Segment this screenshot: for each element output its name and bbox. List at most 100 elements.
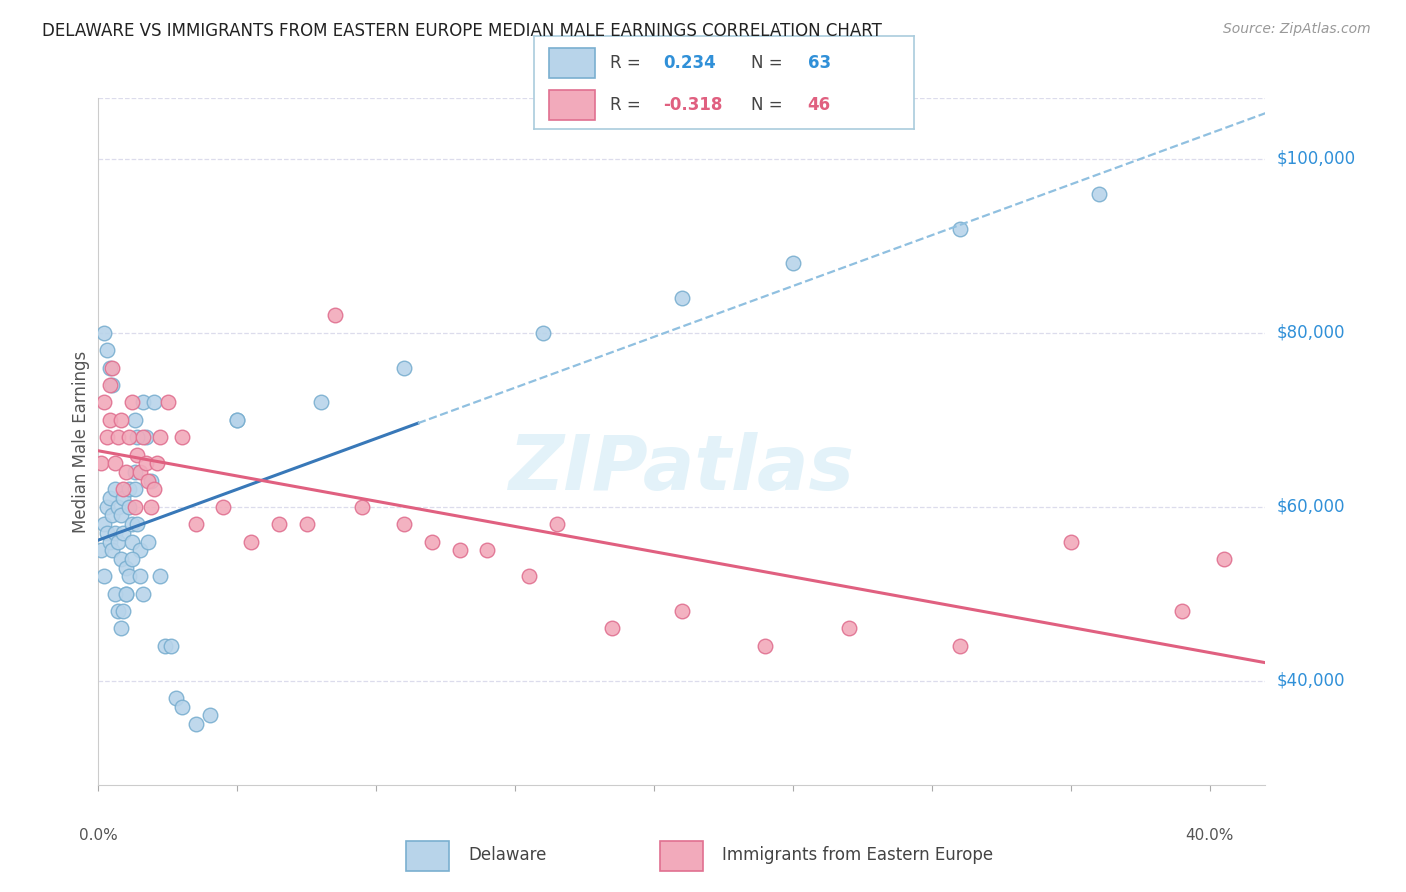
Point	[90, 543, 112, 558]
FancyBboxPatch shape	[550, 48, 595, 78]
Point	[135, 456, 157, 470]
Point	[449, 543, 471, 558]
Point	[546, 517, 568, 532]
Point	[170, 430, 193, 444]
Point	[156, 395, 179, 409]
Point	[159, 639, 181, 653]
Point	[104, 525, 127, 540]
Point	[104, 587, 127, 601]
Point	[212, 500, 235, 514]
Point	[118, 569, 141, 583]
Point	[129, 465, 152, 479]
Point	[121, 534, 143, 549]
Point	[112, 491, 135, 505]
Point	[127, 448, 149, 462]
Point	[517, 569, 540, 583]
Point	[184, 717, 207, 731]
FancyBboxPatch shape	[550, 90, 595, 120]
Text: 0.234: 0.234	[664, 54, 716, 72]
Text: Source: ZipAtlas.com: Source: ZipAtlas.com	[1223, 22, 1371, 37]
Text: 0.0%: 0.0%	[79, 829, 118, 844]
Point	[118, 500, 141, 514]
Point	[107, 534, 129, 549]
Point	[132, 587, 155, 601]
Point	[110, 413, 132, 427]
Point	[295, 517, 318, 532]
Point	[170, 699, 193, 714]
Point	[93, 326, 115, 340]
Text: ZIPatlas: ZIPatlas	[509, 432, 855, 506]
Point	[754, 639, 776, 653]
Point	[309, 395, 332, 409]
Point	[110, 508, 132, 523]
Point	[107, 500, 129, 514]
Text: $60,000: $60,000	[1277, 498, 1346, 516]
Text: -0.318: -0.318	[664, 96, 723, 114]
Text: $40,000: $40,000	[1277, 672, 1346, 690]
Point	[127, 517, 149, 532]
Point	[115, 560, 138, 574]
Point	[98, 360, 121, 375]
Point	[782, 256, 804, 270]
Point	[107, 430, 129, 444]
Point	[93, 517, 115, 532]
Text: 46: 46	[807, 96, 831, 114]
Point	[127, 430, 149, 444]
Point	[112, 604, 135, 618]
Point	[90, 456, 112, 470]
Point	[121, 552, 143, 566]
Point	[112, 525, 135, 540]
Point	[101, 543, 124, 558]
Point	[112, 483, 135, 497]
Point	[132, 430, 155, 444]
Point	[531, 326, 554, 340]
Point	[602, 622, 624, 636]
Point	[141, 500, 163, 514]
Point	[96, 525, 118, 540]
Point	[121, 517, 143, 532]
Point	[96, 500, 118, 514]
Point	[240, 534, 263, 549]
Text: 63: 63	[807, 54, 831, 72]
Point	[949, 639, 972, 653]
Point	[101, 508, 124, 523]
Point	[226, 413, 249, 427]
Y-axis label: Median Male Earnings: Median Male Earnings	[72, 351, 90, 533]
Text: R =: R =	[610, 54, 647, 72]
Point	[118, 430, 141, 444]
Point	[129, 569, 152, 583]
Point	[96, 430, 118, 444]
Point	[671, 291, 693, 305]
Point	[135, 430, 157, 444]
Point	[267, 517, 290, 532]
Point	[153, 639, 176, 653]
Point	[148, 430, 170, 444]
Point	[138, 534, 160, 549]
Point	[101, 378, 124, 392]
Point	[1087, 186, 1109, 201]
Point	[115, 587, 138, 601]
Point	[104, 456, 127, 470]
Point	[949, 221, 972, 235]
Point	[93, 569, 115, 583]
Point	[124, 465, 146, 479]
Point	[118, 483, 141, 497]
Point	[420, 534, 443, 549]
Point	[98, 491, 121, 505]
Point	[115, 465, 138, 479]
Text: N =: N =	[751, 54, 787, 72]
Point	[323, 309, 346, 323]
Point	[148, 569, 170, 583]
Point	[1060, 534, 1083, 549]
Point	[198, 708, 221, 723]
Point	[107, 604, 129, 618]
Point	[165, 691, 187, 706]
Text: Delaware: Delaware	[468, 846, 547, 863]
Point	[138, 474, 160, 488]
Point	[1212, 552, 1234, 566]
Point	[121, 395, 143, 409]
Text: 40.0%: 40.0%	[1185, 829, 1234, 844]
Point	[141, 474, 163, 488]
Point	[124, 500, 146, 514]
Point	[110, 552, 132, 566]
